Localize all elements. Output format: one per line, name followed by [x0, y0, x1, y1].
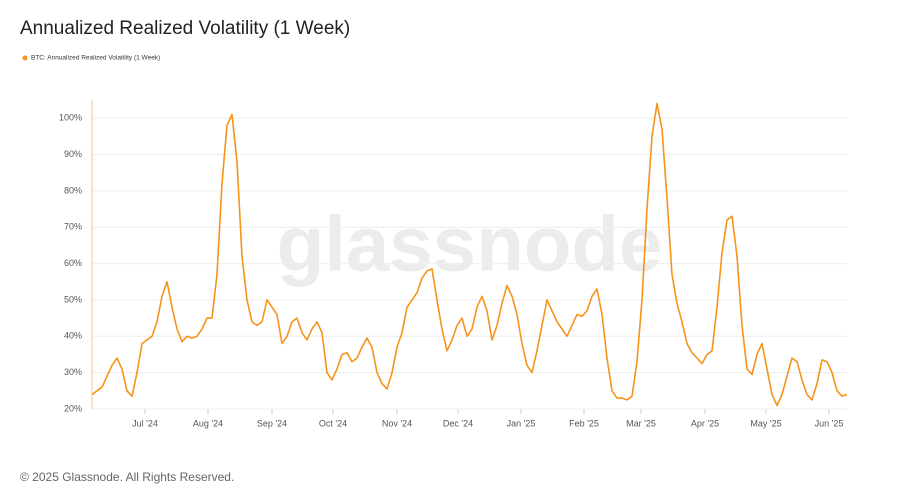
x-tick-label: Dec '24	[443, 418, 473, 428]
y-tick-label: 80%	[64, 185, 82, 195]
x-tick-label: Nov '24	[382, 418, 412, 428]
legend-swatch	[22, 55, 28, 61]
y-tick-label: 20%	[64, 403, 82, 413]
x-tick-label: Aug '24	[193, 418, 223, 428]
legend-label: BTC: Annualized Realized Volatility (1 W…	[31, 55, 160, 62]
y-tick-label: 40%	[64, 331, 82, 341]
x-tick-label: May '25	[750, 418, 781, 428]
footer: © 2025 Glassnode. All Rights Reserved.	[20, 470, 234, 484]
x-tick-label: Jan '25	[507, 418, 536, 428]
y-tick-label: 50%	[64, 294, 82, 304]
x-tick-label: Feb '25	[569, 418, 599, 428]
x-tick-label: Jul '24	[132, 418, 158, 428]
chart-title: Annualized Realized Volatility (1 Week)	[20, 18, 350, 39]
x-tick-label: Oct '24	[319, 418, 347, 428]
watermark: glassnode	[277, 200, 663, 288]
y-tick-label: 70%	[64, 222, 82, 232]
x-tick-label: Mar '25	[626, 418, 656, 428]
y-tick-label: 60%	[64, 258, 82, 268]
y-tick-label: 30%	[64, 367, 82, 377]
line-series	[91, 102, 848, 407]
x-tick-label: Apr '25	[691, 418, 719, 428]
y-tick-label: 100%	[59, 113, 82, 123]
y-tick-label: 90%	[64, 149, 82, 159]
x-tick-label: Sep '24	[257, 418, 287, 428]
x-tick-label: Jun '25	[815, 418, 844, 428]
